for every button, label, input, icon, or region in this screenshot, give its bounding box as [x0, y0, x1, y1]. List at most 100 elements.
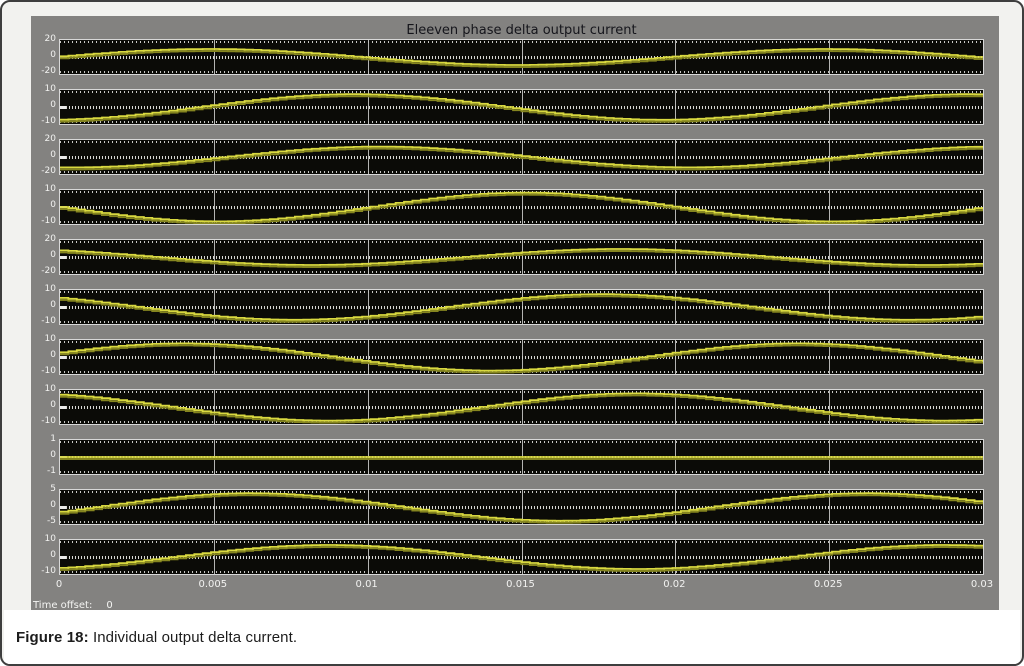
gridline-dotted-horizontal: [60, 421, 983, 423]
y-tick-label: -10: [41, 116, 56, 126]
waveform-shadow: [60, 394, 983, 424]
waveform-shadow: [60, 95, 983, 123]
waveform-line: [60, 48, 983, 66]
x-tick-label: 0: [55, 579, 63, 590]
y-tick-label: 20: [44, 234, 56, 244]
y-tick-label: -10: [41, 416, 56, 426]
gridline-dotted-horizontal: [60, 241, 983, 243]
waveform-line: [60, 191, 983, 223]
waveform-line: [60, 342, 983, 372]
gridline-dotted-horizontal: [60, 441, 983, 443]
waveform-svg: [60, 456, 983, 460]
gridline-dotted-horizontal: [60, 206, 983, 209]
y-tick-label: 0: [50, 550, 56, 560]
y-tick-label: -10: [41, 316, 56, 326]
gridline-dotted-horizontal: [60, 556, 983, 559]
y-tick-label: 0: [50, 350, 56, 360]
x-tick-label: 0.01: [355, 579, 378, 590]
gridline-dotted-horizontal: [60, 256, 983, 259]
waveform-shadow: [60, 546, 983, 572]
gridline-dotted-horizontal: [60, 506, 983, 509]
zero-tick: [60, 356, 66, 359]
waveform-svg: [60, 492, 983, 524]
y-tick-label: 0: [50, 50, 56, 60]
gridline-dotted-horizontal: [60, 221, 983, 223]
gridline-dotted-horizontal: [60, 41, 983, 43]
waveform-shadow: [60, 344, 983, 374]
gridline-dotted-horizontal: [60, 341, 983, 343]
waveform-svg: [60, 145, 983, 171]
y-tick-label: 0: [50, 400, 56, 410]
scope-title: Eleeven phase delta output current: [406, 23, 637, 38]
subplot-4: [59, 189, 984, 225]
y-tick-label: 0: [50, 300, 56, 310]
waveform-shadow: [60, 250, 983, 268]
waveform-line: [60, 93, 983, 121]
zero-tick: [60, 256, 66, 259]
gridline-dotted-horizontal: [60, 306, 983, 309]
figure-caption-text: Individual output delta current.: [88, 629, 298, 646]
y-tick-label: -10: [41, 366, 56, 376]
waveform-shadow: [60, 295, 983, 323]
gridline-dotted-horizontal: [60, 541, 983, 543]
gridline-dotted-horizontal: [60, 56, 983, 59]
y-tick-label: 0: [50, 250, 56, 260]
gridline-dotted-horizontal: [60, 356, 983, 359]
y-tick-label: 10: [44, 184, 56, 194]
subplot-10: [59, 489, 984, 525]
gridline-dotted-horizontal: [60, 91, 983, 93]
y-tick-label: 0: [50, 150, 56, 160]
gridline-dotted-horizontal: [60, 571, 983, 573]
y-tick-label: -20: [41, 66, 56, 76]
caption-strip: [4, 610, 1020, 664]
subplot-1: [59, 39, 984, 75]
gridline-dotted-horizontal: [60, 471, 983, 473]
y-tick-label: -20: [41, 166, 56, 176]
figure-caption-label: Figure 18:: [16, 629, 89, 646]
gridline-dotted-horizontal: [60, 121, 983, 123]
waveform-svg: [60, 392, 983, 424]
y-tick-label: 10: [44, 384, 56, 394]
y-tick-label: 0: [50, 450, 56, 460]
waveform-line: [60, 248, 983, 266]
subplot-2: [59, 89, 984, 125]
y-tick-label: 5: [50, 484, 56, 494]
waveform-svg: [60, 293, 983, 323]
waveform-shadow: [60, 494, 983, 524]
y-tick-label: -1: [47, 466, 56, 476]
waveform-line: [60, 392, 983, 422]
subplot-8: [59, 389, 984, 425]
x-tick-label: 0.025: [813, 579, 843, 590]
waveform-svg: [60, 191, 983, 224]
y-tick-label: 10: [44, 334, 56, 344]
x-tick-label: 0.02: [663, 579, 686, 590]
gridline-dotted-horizontal: [60, 406, 983, 409]
gridline-dotted-horizontal: [60, 171, 983, 173]
x-tick-label: 0.005: [198, 579, 228, 590]
y-tick-label: 10: [44, 84, 56, 94]
x-tick-label: 0.03: [970, 579, 994, 590]
waveform-line: [60, 293, 983, 321]
zero-tick: [60, 306, 66, 309]
subplot-7: [59, 339, 984, 375]
subplot-9: [59, 439, 984, 475]
time-offset-value: 0: [106, 600, 113, 611]
subplot-3: [59, 139, 984, 175]
zero-tick: [60, 506, 66, 509]
y-tick-label: 0: [50, 200, 56, 210]
waveform-shadow: [60, 193, 983, 224]
zero-tick: [60, 156, 66, 159]
x-tick-label: 0.015: [506, 579, 535, 590]
y-tick-label: 10: [44, 284, 56, 294]
waveform-shadow: [60, 147, 983, 171]
subplot-5: [59, 239, 984, 275]
waveform-svg: [60, 248, 983, 268]
gridline-dotted-horizontal: [60, 321, 983, 323]
subplot-11: [59, 539, 984, 575]
y-tick-label: 0: [50, 500, 56, 510]
y-tick-label: -5: [47, 516, 56, 526]
zero-tick: [60, 556, 66, 559]
y-tick-label: -10: [41, 566, 56, 576]
y-tick-label: -10: [41, 216, 56, 226]
